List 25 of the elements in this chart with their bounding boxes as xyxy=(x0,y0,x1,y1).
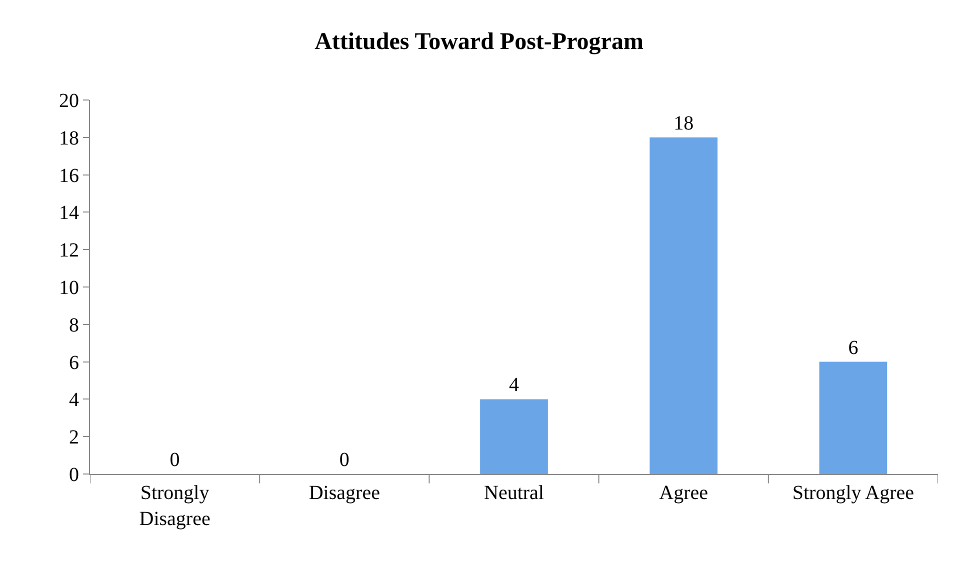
x-tick-label: Agree xyxy=(659,482,708,504)
x-tick-label: Strongly Agree xyxy=(792,482,914,504)
y-tick-label: 6 xyxy=(69,352,79,374)
data-label: 0 xyxy=(170,449,180,471)
x-tick-label: Disagree xyxy=(308,482,380,504)
data-label: 18 xyxy=(674,112,694,134)
chart-title: Attitudes Toward Post-Program xyxy=(314,28,644,55)
bar xyxy=(650,137,718,474)
x-tick-label: Neutral xyxy=(484,482,544,504)
y-tick-label: 8 xyxy=(69,314,79,336)
x-tick-label: Strongly Disagree xyxy=(139,482,210,530)
y-tick-label: 4 xyxy=(69,389,79,412)
y-tick-label: 18 xyxy=(59,127,79,150)
bar xyxy=(819,362,888,474)
y-tick-label: 16 xyxy=(59,164,79,187)
y-tick-label: 20 xyxy=(59,90,79,112)
data-label: 4 xyxy=(509,374,519,396)
y-tick-label: 10 xyxy=(59,277,79,299)
data-label: 0 xyxy=(339,449,350,471)
data-label: 6 xyxy=(848,336,858,359)
y-tick-label: 2 xyxy=(69,426,79,449)
bar xyxy=(480,399,548,474)
y-tick-label: 12 xyxy=(59,240,79,262)
y-tick-label: 0 xyxy=(69,464,79,486)
y-tick-label: 14 xyxy=(59,202,79,224)
